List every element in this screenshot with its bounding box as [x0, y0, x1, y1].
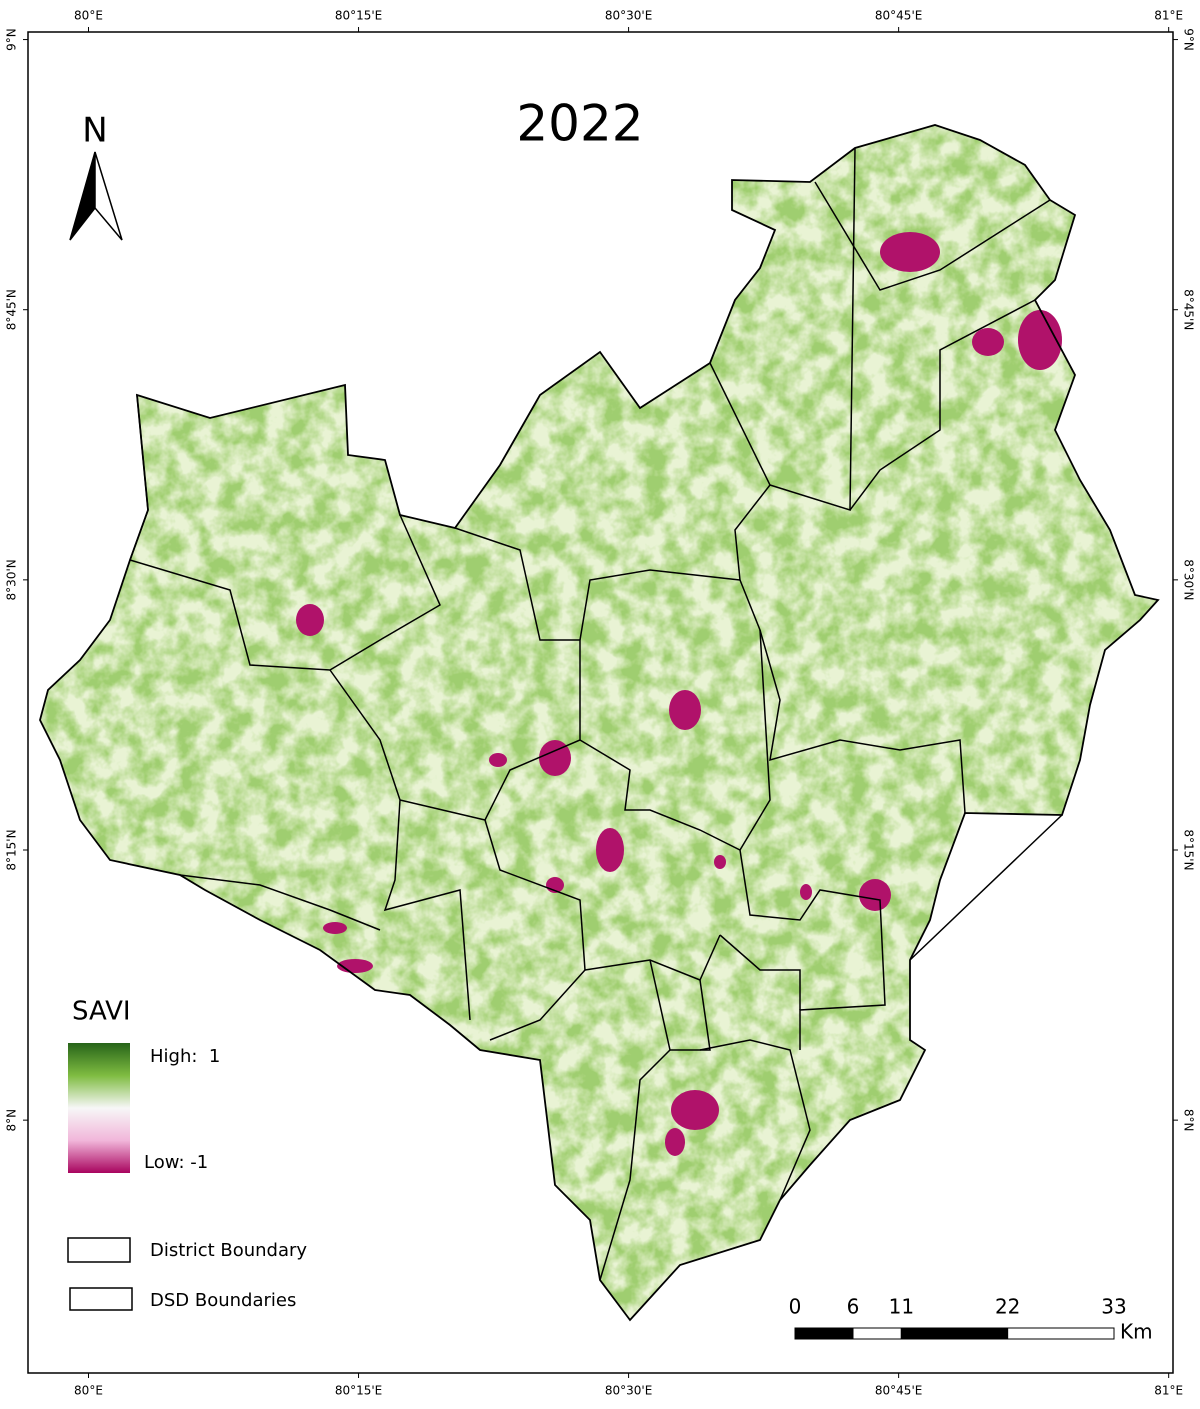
lat-label: 8°30'N	[5, 559, 19, 600]
district-boundary	[39, 124, 1160, 1322]
lon-label: 80°E	[74, 1384, 103, 1398]
lon-label: 80°E	[74, 9, 103, 23]
lat-label: 8°45'N	[1182, 289, 1196, 330]
lon-label: 80°45'E	[875, 1384, 922, 1398]
study-area	[39, 124, 1160, 1322]
legend-item: DSD Boundaries	[150, 1290, 296, 1311]
scale-label: 22	[995, 1295, 1020, 1319]
legend-low: Low: -1	[144, 1152, 208, 1173]
vegetation-texture	[40, 125, 1158, 1320]
lon-label: 80°15'E	[335, 1384, 382, 1398]
scale-label: 33	[1101, 1295, 1126, 1319]
graticule: 80°E 80°E 80°15'E 80°15'E 80°30'E 80°30'E 80°4…	[5, 9, 1196, 1398]
lat-label: 8°N	[1182, 1109, 1196, 1132]
lat-label: 8°15'N	[5, 829, 19, 870]
scale-unit: Km	[1120, 1320, 1153, 1344]
low-savi-patches	[296, 232, 1062, 1156]
legend-swatch	[67, 1237, 131, 1263]
legend-swatch	[69, 1287, 133, 1311]
scale-segment	[852, 1327, 902, 1340]
scale-segment	[900, 1327, 1009, 1340]
lat-label: 9°N	[1182, 28, 1196, 51]
dsd-boundaries	[129, 147, 1063, 1281]
lat-label: 8°15'N	[1182, 829, 1196, 870]
lat-label: 8°30'N	[1182, 559, 1196, 600]
scale-label: 11	[889, 1295, 914, 1319]
lon-label: 80°30'E	[605, 9, 652, 23]
scale-label: 6	[847, 1295, 860, 1319]
map-title: 2022	[516, 95, 643, 153]
lon-label: 80°45'E	[875, 9, 922, 23]
lon-label: 81°E	[1154, 9, 1183, 23]
lat-label: 8°N	[5, 1109, 19, 1132]
north-arrow: N	[69, 111, 123, 241]
lat-label: 8°45'N	[5, 289, 19, 330]
scale-segment	[1007, 1327, 1115, 1340]
legend-title: SAVI	[72, 997, 131, 1027]
lat-label: 9°N	[5, 28, 19, 51]
scale-segment	[794, 1327, 854, 1340]
scale-label: 0	[789, 1295, 802, 1319]
legend: SAVI High: 1 Low: -1 District Boundary D…	[67, 997, 307, 1311]
north-label: N	[82, 111, 107, 151]
legend-high: High: 1	[150, 1046, 220, 1067]
legend-item: District Boundary	[150, 1240, 307, 1261]
legend-ramp	[68, 1043, 130, 1173]
lon-label: 80°15'E	[335, 9, 382, 23]
lon-label: 81°E	[1154, 1384, 1183, 1398]
lon-label: 80°30'E	[605, 1384, 652, 1398]
